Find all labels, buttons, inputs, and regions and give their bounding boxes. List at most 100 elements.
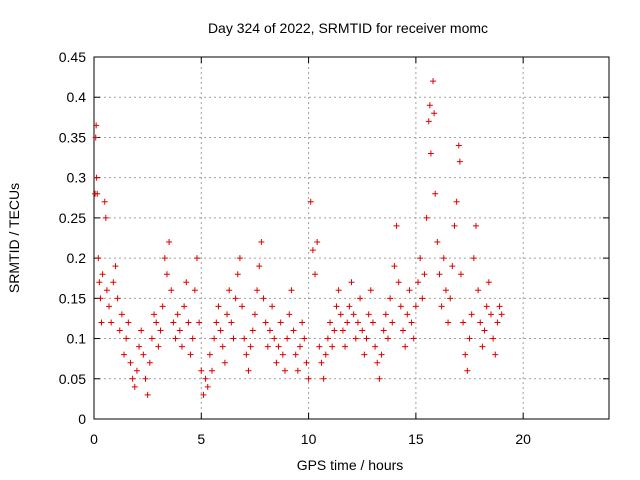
data-point <box>138 327 145 334</box>
data-point <box>440 255 447 262</box>
data-point <box>485 279 492 286</box>
x-tick-label: 10 <box>301 431 317 447</box>
data-point <box>462 351 469 358</box>
data-point <box>243 351 250 358</box>
data-point <box>472 222 479 229</box>
data-point <box>125 319 132 326</box>
data-point <box>271 335 278 342</box>
data-point <box>365 311 372 318</box>
y-tick-label: 0.3 <box>67 170 87 186</box>
x-axis-label: GPS time / hours <box>297 457 404 473</box>
data-point <box>427 150 434 157</box>
data-point <box>331 327 338 334</box>
data-point <box>288 287 295 294</box>
data-point <box>299 319 306 326</box>
data-point <box>166 239 173 246</box>
data-point <box>369 319 376 326</box>
data-point <box>357 295 364 302</box>
data-point <box>316 343 323 350</box>
data-point <box>224 311 231 318</box>
data-point <box>297 343 303 350</box>
data-point <box>468 311 475 318</box>
data-point <box>121 351 128 358</box>
data-point <box>174 311 181 318</box>
data-point <box>217 327 224 334</box>
data-point <box>455 142 462 149</box>
data-point <box>342 343 349 350</box>
data-point <box>337 311 344 318</box>
data-point <box>329 343 336 350</box>
data-points <box>92 78 505 398</box>
data-point <box>142 375 149 382</box>
data-point <box>481 327 488 334</box>
data-point <box>98 319 105 326</box>
data-point <box>140 351 147 358</box>
data-point <box>434 239 441 246</box>
data-point <box>279 351 286 358</box>
data-point <box>372 343 379 350</box>
data-point <box>410 335 417 342</box>
data-point <box>492 351 499 358</box>
data-point <box>144 391 151 398</box>
data-point <box>318 359 325 366</box>
data-point <box>490 335 497 342</box>
data-point <box>118 311 125 318</box>
data-point <box>251 311 258 318</box>
data-point <box>430 78 437 85</box>
data-point <box>354 319 361 326</box>
data-point <box>327 319 334 326</box>
data-point <box>254 287 261 294</box>
data-point <box>415 279 422 286</box>
y-tick-label: 0.05 <box>59 371 86 387</box>
data-point <box>307 198 314 205</box>
data-point <box>494 319 501 326</box>
data-point <box>380 327 387 334</box>
data-point <box>382 311 389 318</box>
data-point <box>301 335 308 342</box>
data-point <box>178 343 185 350</box>
data-point <box>391 263 398 270</box>
data-point <box>348 279 355 286</box>
data-point <box>266 327 273 334</box>
data-point <box>96 279 103 286</box>
data-point <box>221 359 228 366</box>
data-point <box>262 319 269 326</box>
data-point <box>460 319 467 326</box>
data-point <box>206 351 213 358</box>
data-point <box>359 327 366 334</box>
data-point <box>457 271 464 278</box>
data-point <box>421 271 428 278</box>
data-point <box>189 335 196 342</box>
y-axis-label: SRMTID / TECUs <box>6 183 22 293</box>
y-tick-label: 0.2 <box>67 250 87 266</box>
data-point <box>431 110 438 117</box>
data-point <box>131 383 138 390</box>
data-point <box>191 287 198 294</box>
data-point <box>219 343 226 350</box>
data-point <box>487 311 494 318</box>
data-point <box>363 335 370 342</box>
data-point <box>324 335 331 342</box>
y-tick-label: 0.35 <box>59 129 86 145</box>
data-point <box>215 303 222 310</box>
data-point <box>479 343 486 350</box>
data-point <box>170 319 177 326</box>
data-point <box>294 367 301 374</box>
data-point <box>245 367 252 374</box>
data-point <box>95 255 102 262</box>
grid-lines <box>94 57 609 419</box>
data-point <box>438 303 445 310</box>
data-point <box>397 303 404 310</box>
data-point <box>230 335 237 342</box>
data-point <box>404 311 411 318</box>
data-point <box>168 287 175 294</box>
data-point <box>453 198 460 205</box>
data-point <box>129 375 136 382</box>
data-point <box>127 359 134 366</box>
data-point <box>432 190 439 197</box>
data-point <box>309 247 316 254</box>
data-point <box>346 303 353 310</box>
data-point <box>108 319 115 326</box>
data-point <box>202 375 209 382</box>
